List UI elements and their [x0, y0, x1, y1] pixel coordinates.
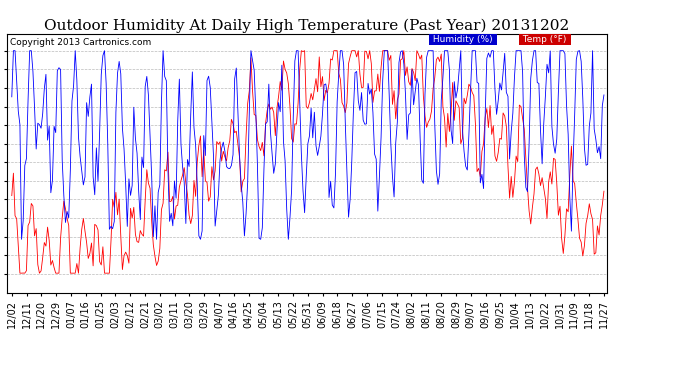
Text: Copyright 2013 Cartronics.com: Copyright 2013 Cartronics.com — [10, 38, 151, 46]
Text: Humidity (%): Humidity (%) — [430, 35, 495, 44]
Title: Outdoor Humidity At Daily High Temperature (Past Year) 20131202: Outdoor Humidity At Daily High Temperatu… — [44, 18, 570, 33]
Text: Temp (°F): Temp (°F) — [520, 35, 569, 44]
